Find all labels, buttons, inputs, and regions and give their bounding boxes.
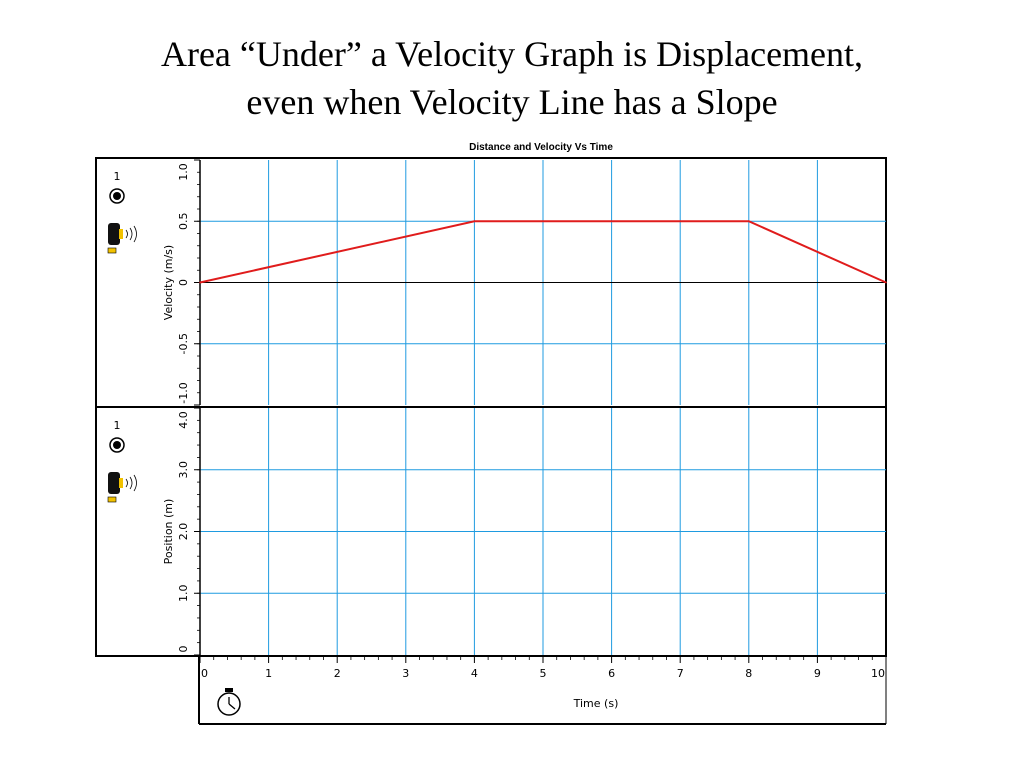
time-tick-label: 9: [814, 667, 821, 680]
time-tick-label: 6: [608, 667, 615, 680]
position-panel-motion-detector-icon: [108, 472, 120, 494]
position-y-tick-label: 2.0: [177, 523, 190, 541]
position-axis-label: Position (m): [162, 499, 175, 565]
position-panel-channel-label: 1: [114, 419, 121, 432]
time-tick-label: 1: [265, 667, 272, 680]
time-tick-label: 0: [201, 667, 208, 680]
time-tick-label: 2: [334, 667, 341, 680]
velocity-panel-sensor-indicator: [107, 247, 117, 254]
slide-title-line-2: even when Velocity Line has a Slope: [246, 82, 778, 122]
velocity-y-tick-label: -1.0: [177, 382, 190, 403]
position-y-tick-label: 0: [177, 646, 190, 653]
velocity-y-tick-label: 1.0: [177, 163, 190, 181]
velocity-panel-motion-detector-icon: [108, 223, 120, 245]
velocity-data-point: [199, 281, 201, 284]
position-panel-sensor-indicator: [107, 496, 117, 503]
time-tick-label: 10: [871, 667, 885, 680]
position-panel-target-icon-center: [113, 441, 121, 449]
velocity-axis-label: Velocity (m/s): [162, 245, 175, 320]
velocity-panel-target-icon-center: [113, 192, 121, 200]
slide-title: Area “Under” a Velocity Graph is Displac…: [0, 30, 1024, 126]
position-panel-sound-waves-icon: [125, 474, 137, 492]
time-axis-label: Time (s): [573, 697, 619, 710]
velocity-y-tick-label: -0.5: [177, 333, 190, 354]
velocity-panel-sound-waves-icon: [125, 225, 137, 243]
stopwatch-icon-hand: [228, 703, 236, 710]
chart-title: Distance and Velocity Vs Time: [469, 142, 613, 153]
time-tick-label: 7: [677, 667, 684, 680]
position-y-tick-label: 3.0: [177, 461, 190, 479]
position-y-tick-label: 1.0: [177, 585, 190, 603]
stopwatch-icon-button: [225, 688, 233, 692]
velocity-y-tick-label: 0.5: [177, 213, 190, 231]
velocity-panel-motion-detector-lens: [119, 229, 123, 239]
velocity-data-point: [885, 281, 887, 284]
velocity-panel-channel-label: 1: [114, 170, 121, 183]
time-tick-label: 4: [471, 667, 478, 680]
velocity-y-tick-label: 0: [177, 279, 190, 286]
time-tick-label: 5: [540, 667, 547, 680]
stopwatch-icon: [217, 692, 241, 716]
time-tick-label: 3: [402, 667, 409, 680]
velocity-series-line: [199, 220, 887, 284]
time-tick-label: 8: [745, 667, 752, 680]
position-panel-motion-detector-lens: [119, 478, 123, 488]
slide-title-line-1: Area “Under” a Velocity Graph is Displac…: [160, 34, 864, 74]
velocity-data-point: [473, 220, 476, 223]
position-y-tick-label: 4.0: [177, 411, 190, 429]
velocity-data-point: [748, 220, 750, 223]
